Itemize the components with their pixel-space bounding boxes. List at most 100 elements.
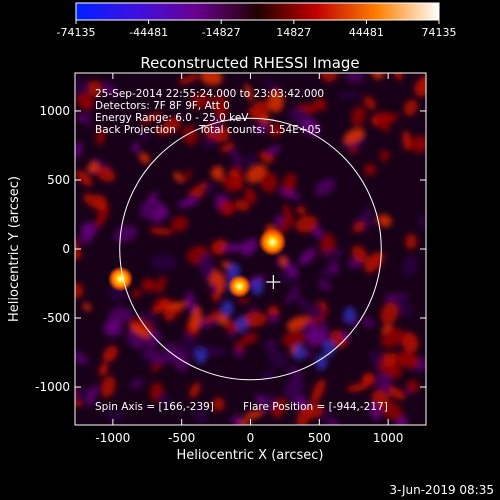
fringe-blob: [245, 152, 256, 166]
fringe-blob: [132, 289, 142, 298]
fringe-blob: [158, 394, 172, 405]
fringe-blob: [232, 348, 245, 358]
y-tick-label: -1000: [35, 380, 70, 394]
fringe-blob: [75, 386, 92, 403]
fringe-blob: [260, 172, 278, 193]
fringe-blob: [75, 248, 82, 260]
annotation-method: Back Projection: [95, 124, 176, 136]
fringe-blob: [317, 280, 332, 291]
fringe-blob: [96, 166, 116, 182]
fringe-blob: [177, 197, 200, 208]
annotation-total-counts: Total counts: 1.54E+05: [198, 124, 321, 136]
fringe-blob: [268, 123, 283, 137]
fringe-blob: [221, 261, 232, 269]
annotation-time-range: 25-Sep-2014 22:55:24.000 to 23:03:42.000: [95, 88, 324, 100]
fringe-blob: [86, 80, 103, 97]
fringe-blob: [241, 311, 267, 328]
fringe-blob: [212, 115, 221, 134]
fringe-blob: [190, 93, 211, 109]
fringe-blob: [343, 127, 365, 145]
fringe-blob: [241, 332, 259, 345]
fringe-blob: [351, 106, 366, 127]
fringe-blob: [255, 123, 267, 134]
info-annotations: 25-Sep-2014 22:55:24.000 to 23:03:42.000…: [95, 88, 388, 413]
fringe-blob: [379, 149, 390, 162]
fringe-blob: [139, 203, 154, 219]
fringe-blob: [140, 111, 164, 124]
solar-limb-circle: [119, 117, 382, 381]
x-tick-label: 0: [247, 431, 255, 445]
fringe-blob: [84, 110, 93, 130]
fringe-blob: [375, 375, 393, 391]
fringe-blob: [294, 396, 307, 409]
negative-blob: [235, 316, 248, 333]
fringe-blob: [283, 204, 294, 228]
colorbar-tick-label: -14827: [202, 26, 241, 39]
fringe-blob: [295, 206, 307, 214]
fringe-blob: [410, 135, 426, 154]
fringe-blob: [76, 93, 94, 110]
fringe-blob: [337, 90, 361, 100]
fringe-blob: [401, 331, 419, 353]
fringe-blob: [244, 410, 264, 420]
fringe-blob: [203, 310, 221, 325]
fringe-blob: [341, 331, 350, 341]
fringe-blob: [208, 283, 219, 293]
y-tick-label: 0: [62, 242, 70, 256]
fringe-blob: [173, 171, 184, 183]
fringe-blob: [186, 291, 196, 313]
fringe-blob: [306, 303, 324, 321]
fringe-blob: [319, 321, 327, 346]
fringe-blob: [75, 350, 89, 365]
fringe-blob: [380, 328, 405, 348]
fringe-blob: [406, 379, 420, 393]
fringe-blob: [363, 205, 371, 223]
fringe-blob: [311, 379, 326, 403]
fringe-blob: [278, 189, 301, 200]
fringe-blob: [229, 148, 245, 169]
spin-axis-label: Spin Axis = [166,-239]: [95, 401, 214, 413]
fringe-blob: [402, 130, 412, 151]
fringe-blob: [211, 165, 224, 180]
fringe-blob: [77, 114, 86, 122]
fringe-blob: [75, 170, 93, 187]
fringe-blob: [189, 382, 201, 399]
x-axis: -1000 -500 0 500 1000: [95, 73, 403, 445]
fringe-blob: [219, 200, 235, 216]
fringe-blob: [363, 96, 377, 110]
colorbar: [75, 2, 440, 21]
y-axis: -1000 -500 0 500 1000: [35, 104, 426, 394]
fringe-blob: [285, 262, 299, 278]
fringe-blob: [220, 142, 235, 153]
fringe-blob: [267, 90, 284, 113]
fringe-blob: [154, 201, 169, 217]
fringe-blob: [321, 411, 332, 425]
fringe-blob: [201, 137, 217, 149]
fringe-blob: [81, 221, 97, 239]
fringe-blob: [346, 383, 369, 392]
fringe-blob: [402, 255, 418, 276]
fringe-blob: [313, 226, 323, 239]
fringe-blob: [321, 249, 345, 258]
fringe-blob: [102, 82, 118, 96]
x-axis-label: Heliocentric X (arcsec): [177, 448, 324, 463]
fringe-blob: [244, 187, 257, 204]
fringe-blob: [87, 161, 99, 174]
fringe-blob: [300, 117, 320, 136]
fringe-blob: [99, 362, 109, 377]
fringe-blob: [294, 294, 310, 310]
fringe-blob: [141, 311, 157, 326]
fringe-blob: [151, 254, 177, 271]
fringe-blob: [159, 297, 170, 311]
fringe-blob: [215, 105, 227, 122]
y-tick-label: -500: [43, 311, 70, 325]
fringe-blob: [75, 282, 84, 298]
annotation-detectors: Detectors: 7F 8F 9F, Att 0: [95, 100, 230, 112]
fringe-blob: [351, 245, 368, 263]
fringe-blob: [187, 182, 209, 197]
fringe-blob: [371, 73, 385, 79]
x-tick-label: 1000: [373, 431, 404, 445]
limb-source: [107, 266, 134, 292]
colorbar-tick-label: -74135: [57, 26, 96, 39]
fringe-blob: [102, 345, 118, 363]
